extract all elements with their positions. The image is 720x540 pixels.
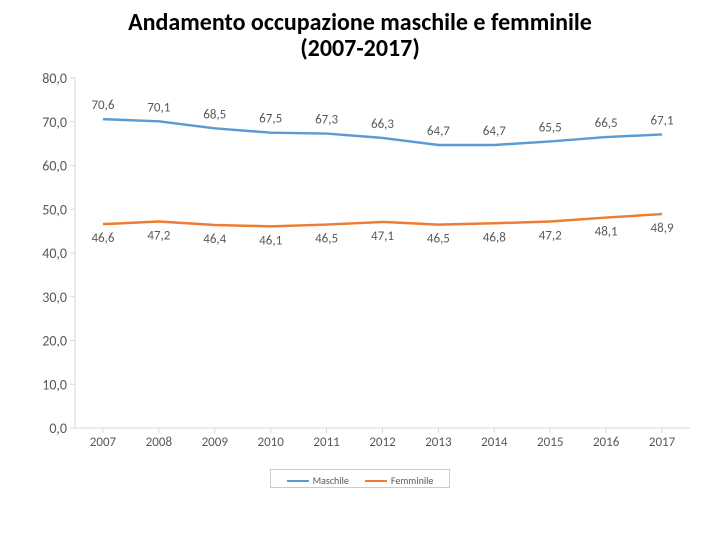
data-label: 68,5 bbox=[203, 107, 226, 122]
y-tick-label: 20,0 bbox=[42, 332, 67, 349]
x-tick-label: 2007 bbox=[90, 435, 117, 450]
data-label: 64,7 bbox=[483, 124, 506, 139]
x-tick-label: 2009 bbox=[202, 435, 229, 450]
chart-title-line1: Andamento occupazione maschile e femmini… bbox=[0, 10, 720, 36]
chart-title-line2: (2007-2017) bbox=[0, 36, 720, 62]
data-label: 67,5 bbox=[259, 111, 282, 126]
legend-item-maschile: Maschile bbox=[287, 474, 349, 487]
legend-swatch bbox=[287, 480, 309, 482]
x-tick-label: 2017 bbox=[649, 435, 676, 450]
data-label: 67,3 bbox=[315, 112, 338, 127]
data-label: 47,1 bbox=[371, 229, 394, 244]
x-tick-label: 2014 bbox=[481, 435, 508, 450]
data-label: 65,5 bbox=[539, 120, 562, 135]
data-label: 66,5 bbox=[595, 116, 618, 131]
y-tick-label: 30,0 bbox=[42, 289, 67, 306]
data-label: 47,2 bbox=[147, 228, 170, 243]
y-tick-label: 80,0 bbox=[42, 70, 67, 87]
data-label: 46,4 bbox=[203, 232, 226, 247]
data-label: 46,8 bbox=[483, 230, 506, 245]
x-tick-label: 2013 bbox=[425, 435, 452, 450]
data-label: 70,6 bbox=[91, 98, 114, 113]
y-tick-label: 70,0 bbox=[42, 114, 67, 131]
data-label: 64,7 bbox=[427, 124, 450, 139]
y-tick-label: 0,0 bbox=[49, 420, 67, 437]
chart-title-block: Andamento occupazione maschile e femmini… bbox=[0, 0, 720, 63]
legend-item-femminile: Femminile bbox=[365, 474, 434, 487]
data-label: 67,1 bbox=[651, 113, 674, 128]
x-tick-label: 2015 bbox=[537, 435, 563, 450]
y-tick-label: 50,0 bbox=[42, 201, 67, 218]
chart-legend: Maschile Femminile bbox=[0, 472, 720, 488]
series-line-femminile bbox=[103, 214, 662, 226]
y-tick-label: 40,0 bbox=[42, 245, 67, 262]
data-label: 48,9 bbox=[651, 221, 674, 236]
chart-container: 0,0 10,0 20,0 30,0 40,0 50,0 60,0 70,0 80,0 2007 2… bbox=[20, 68, 700, 468]
data-label: 66,3 bbox=[371, 117, 394, 132]
x-tick-label: 2012 bbox=[369, 435, 396, 450]
data-label: 46,5 bbox=[427, 231, 450, 246]
legend-box: Maschile Femminile bbox=[270, 469, 451, 488]
data-label: 46,5 bbox=[315, 231, 338, 246]
x-tick-label: 2011 bbox=[313, 435, 339, 450]
x-tick-label: 2010 bbox=[258, 435, 285, 450]
legend-swatch bbox=[365, 480, 387, 482]
y-tick-label: 60,0 bbox=[42, 157, 67, 174]
data-label: 70,1 bbox=[147, 100, 170, 115]
legend-label: Maschile bbox=[313, 474, 349, 487]
line-chart: 0,0 10,0 20,0 30,0 40,0 50,0 60,0 70,0 80,0 2007 2… bbox=[20, 68, 700, 468]
data-label: 46,6 bbox=[91, 231, 114, 246]
data-label: 47,2 bbox=[539, 228, 562, 243]
data-label: 46,1 bbox=[259, 233, 282, 248]
x-tick-label: 2016 bbox=[593, 435, 620, 450]
data-label: 48,1 bbox=[595, 224, 618, 239]
y-tick-label: 10,0 bbox=[42, 376, 67, 393]
legend-label: Femminile bbox=[391, 474, 434, 487]
x-tick-label: 2008 bbox=[146, 435, 173, 450]
